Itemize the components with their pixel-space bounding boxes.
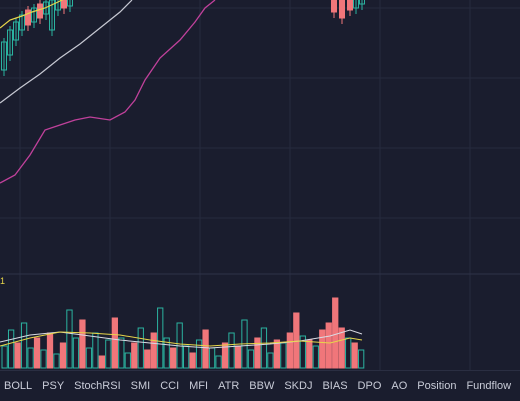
volume-bar: [215, 355, 222, 369]
indicator-tab-psy[interactable]: PSY: [42, 380, 65, 392]
indicator-tab-skdj[interactable]: SKDJ: [284, 380, 313, 392]
volume-bar: [46, 332, 54, 369]
indicator-tab-boll[interactable]: BOLL: [4, 380, 33, 392]
ma-long-line: [0, 0, 133, 104]
volume-bar: [118, 337, 125, 369]
volume-bar: [72, 337, 80, 369]
candle-body: [339, 0, 345, 19]
volume-bar: [273, 339, 281, 369]
indicator-tab-ao[interactable]: AO: [391, 380, 408, 392]
candle-body: [1, 41, 7, 71]
volume-bar: [137, 327, 144, 369]
volume-pane-label: 1: [0, 276, 6, 286]
volume-bar: [254, 337, 261, 369]
volume-bar: [189, 352, 196, 369]
volume-bar: [234, 345, 242, 369]
candle-body: [331, 0, 337, 13]
volume-bar: [131, 342, 138, 369]
indicator-tab-smi[interactable]: SMI: [130, 380, 151, 392]
indicator-tab-position[interactable]: Position: [417, 380, 457, 392]
volume-bar: [163, 337, 170, 369]
volume-bar: [79, 319, 86, 369]
indicator-lines: [0, 0, 216, 184]
volume-bar: [312, 345, 319, 369]
volume-bar: [7, 329, 15, 369]
volume-bar: [358, 349, 365, 369]
volume-bar: [202, 329, 209, 369]
candle-body: [19, 14, 25, 31]
indicator-tab-stochrsi[interactable]: StochRSI: [74, 380, 121, 392]
indicator-tab-ai-netvol[interactable]: AI-NetVOL: [516, 371, 520, 401]
volume-bar: [66, 309, 73, 369]
volume-bar: [325, 322, 332, 369]
volume-bar: [33, 337, 41, 369]
volume-ma-yellow: [0, 331, 363, 347]
candle-body: [31, 7, 37, 23]
volume-bars: [1, 297, 365, 369]
volume-bar: [92, 332, 99, 369]
volume-bar: [124, 352, 131, 369]
volume-bar: [306, 339, 313, 369]
volume-bar: [267, 352, 274, 369]
volume-bar: [228, 332, 235, 369]
volume-bar: [98, 355, 106, 369]
volume-bar: [20, 322, 28, 369]
candle-body: [347, 0, 353, 11]
volume-bar: [1, 345, 8, 369]
volume-bar: [247, 349, 255, 369]
volume-bar: [280, 342, 287, 369]
volume-bar: [338, 327, 345, 369]
volume-bar: [150, 332, 157, 369]
candle-body: [25, 9, 31, 26]
candlestick-series: [1, 0, 365, 76]
candle-body: [7, 29, 13, 56]
candle-body: [49, 0, 55, 31]
indicator-tab-bar: BOLL PSY StochRSI SMI CCI MFI ATR BBW SKDJ BIAS DP…: [0, 370, 520, 401]
candle-body: [67, 0, 73, 7]
volume-bar: [105, 339, 112, 369]
volume-bar: [332, 297, 339, 369]
ma-short-line: [0, 0, 64, 29]
volume-moving-averages: [0, 329, 363, 349]
volume-bar: [319, 329, 326, 369]
candle-body: [37, 3, 43, 19]
chart-grid: [0, 0, 520, 370]
volume-bar: [286, 332, 293, 369]
volume-bar: [59, 342, 67, 369]
volume-bar: [27, 347, 34, 369]
volume-bar: [144, 349, 151, 369]
candle-body: [353, 0, 359, 9]
volume-bar: [208, 347, 216, 369]
volume-bar: [40, 349, 47, 369]
volume-bar: [345, 337, 352, 369]
volume-bar: [195, 339, 203, 369]
indicator-tab-dpo[interactable]: DPO: [357, 380, 382, 392]
volume-bar: [299, 335, 306, 369]
volume-bar: [260, 327, 268, 369]
volume-bar: [14, 342, 21, 369]
volume-bar: [351, 342, 358, 369]
volume-bar: [170, 347, 177, 369]
volume-bar: [221, 342, 229, 369]
indicator-tab-mfi[interactable]: MFI: [189, 380, 209, 392]
indicator-tab-bias[interactable]: BIAS: [322, 380, 348, 392]
candle-body: [61, 0, 67, 9]
boll-lower-line: [0, 0, 216, 184]
volume-bar: [293, 312, 300, 369]
volume-bar: [53, 353, 60, 369]
volume-bar: [85, 347, 93, 369]
indicator-tab-atr[interactable]: ATR: [218, 380, 240, 392]
volume-bar: [157, 307, 164, 369]
volume-bar: [183, 345, 190, 369]
volume-bar: [111, 317, 118, 369]
indicator-tab-cci[interactable]: CCI: [160, 380, 180, 392]
indicator-tab-bbw[interactable]: BBW: [249, 380, 275, 392]
indicator-tab-fundflow[interactable]: Fundflow: [466, 380, 512, 392]
candle-body: [359, 0, 365, 5]
candle-body: [13, 21, 19, 41]
